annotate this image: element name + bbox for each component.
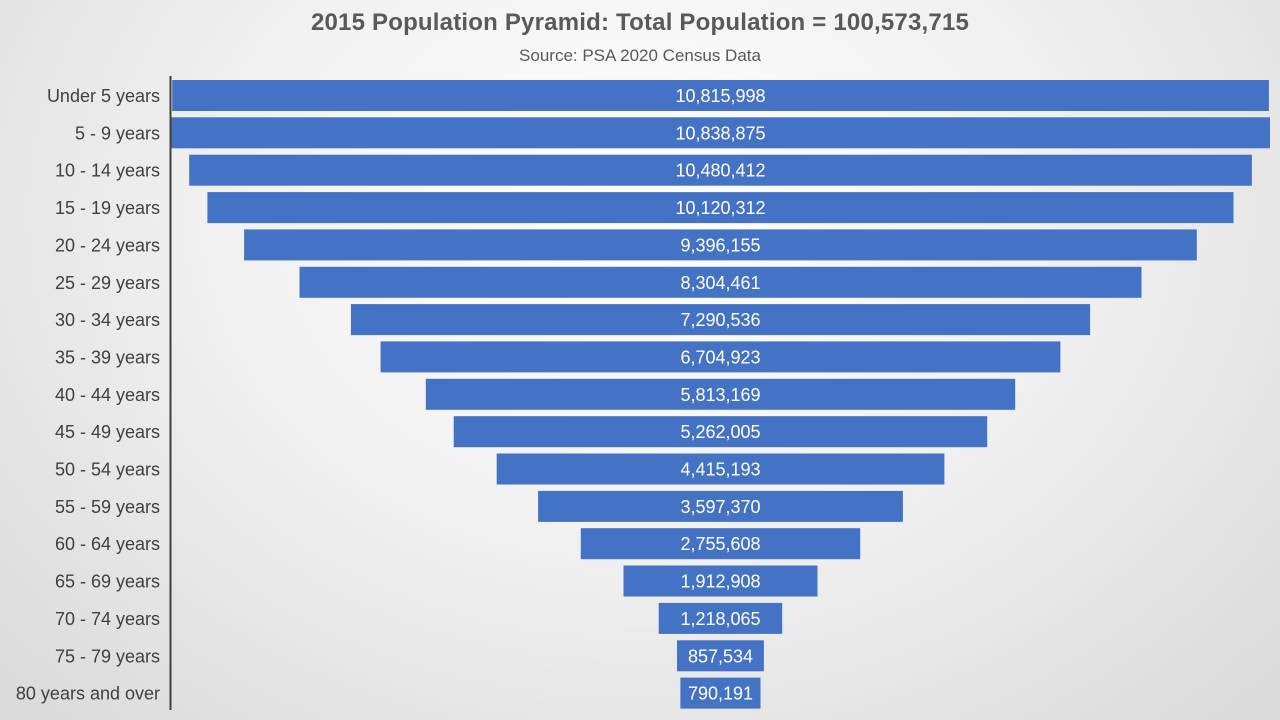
bar	[496, 453, 945, 485]
bar	[299, 266, 1142, 298]
chart-title: 2015 Population Pyramid: Total Populatio…	[310, 9, 970, 36]
bar	[171, 117, 1270, 149]
bar	[658, 602, 783, 634]
bars-layer: 10,815,998 Under 5 years 10,838,875 5 - 9 y…	[16, 80, 1270, 709]
category-label: 35 - 39 years	[55, 347, 160, 367]
category-label: 40 - 44 years	[55, 385, 160, 405]
bar	[244, 229, 1197, 261]
bar	[350, 304, 1091, 336]
category-label: 80 years and over	[16, 684, 160, 704]
bar-value-label: 1,912,908	[680, 572, 760, 592]
category-label: 75 - 79 years	[55, 646, 160, 666]
bar-value-label: 10,815,998	[675, 86, 765, 106]
category-label: 60 - 64 years	[55, 534, 160, 554]
category-label: 10 - 14 years	[55, 161, 160, 181]
category-label: 5 - 9 years	[75, 123, 160, 143]
bar-value-label: 790,191	[688, 684, 753, 704]
bar-value-label: 8,304,461	[680, 273, 760, 293]
category-label: Under 5 years	[47, 86, 160, 106]
bar	[680, 677, 761, 709]
category-label: 55 - 59 years	[55, 497, 160, 517]
bar	[189, 154, 1252, 186]
bar-value-label: 6,704,923	[680, 347, 760, 367]
category-label: 45 - 49 years	[55, 422, 160, 442]
bar-value-label: 10,838,875	[675, 123, 765, 143]
category-label: 25 - 29 years	[55, 273, 160, 293]
bar	[677, 640, 764, 672]
category-label: 20 - 24 years	[55, 235, 160, 255]
bar	[580, 528, 861, 560]
bar	[623, 565, 818, 597]
category-label: 50 - 54 years	[55, 460, 160, 480]
bar	[380, 341, 1061, 373]
chart-subtitle: Source: PSA 2020 Census Data	[519, 46, 761, 65]
category-label: 65 - 69 years	[55, 572, 160, 592]
bar-value-label: 857,534	[688, 646, 753, 666]
bar	[538, 490, 903, 522]
category-label: 15 - 19 years	[55, 198, 160, 218]
bar-value-label: 3,597,370	[680, 497, 760, 517]
bar-value-label: 10,480,412	[675, 161, 765, 181]
bar-value-label: 7,290,536	[680, 310, 760, 330]
category-label: 30 - 34 years	[55, 310, 160, 330]
bar-value-label: 2,755,608	[680, 534, 760, 554]
bar-value-label: 1,218,065	[680, 609, 760, 629]
category-label: 70 - 74 years	[55, 609, 160, 629]
bar-value-label: 5,813,169	[680, 385, 760, 405]
bar	[425, 378, 1016, 410]
bar-value-label: 4,415,193	[680, 460, 760, 480]
bar	[207, 192, 1234, 224]
bar-value-label: 5,262,005	[680, 422, 760, 442]
bar	[453, 416, 988, 448]
bar	[172, 80, 1269, 111]
bar-value-label: 9,396,155	[680, 235, 760, 255]
bar-value-label: 10,120,312	[675, 198, 765, 218]
